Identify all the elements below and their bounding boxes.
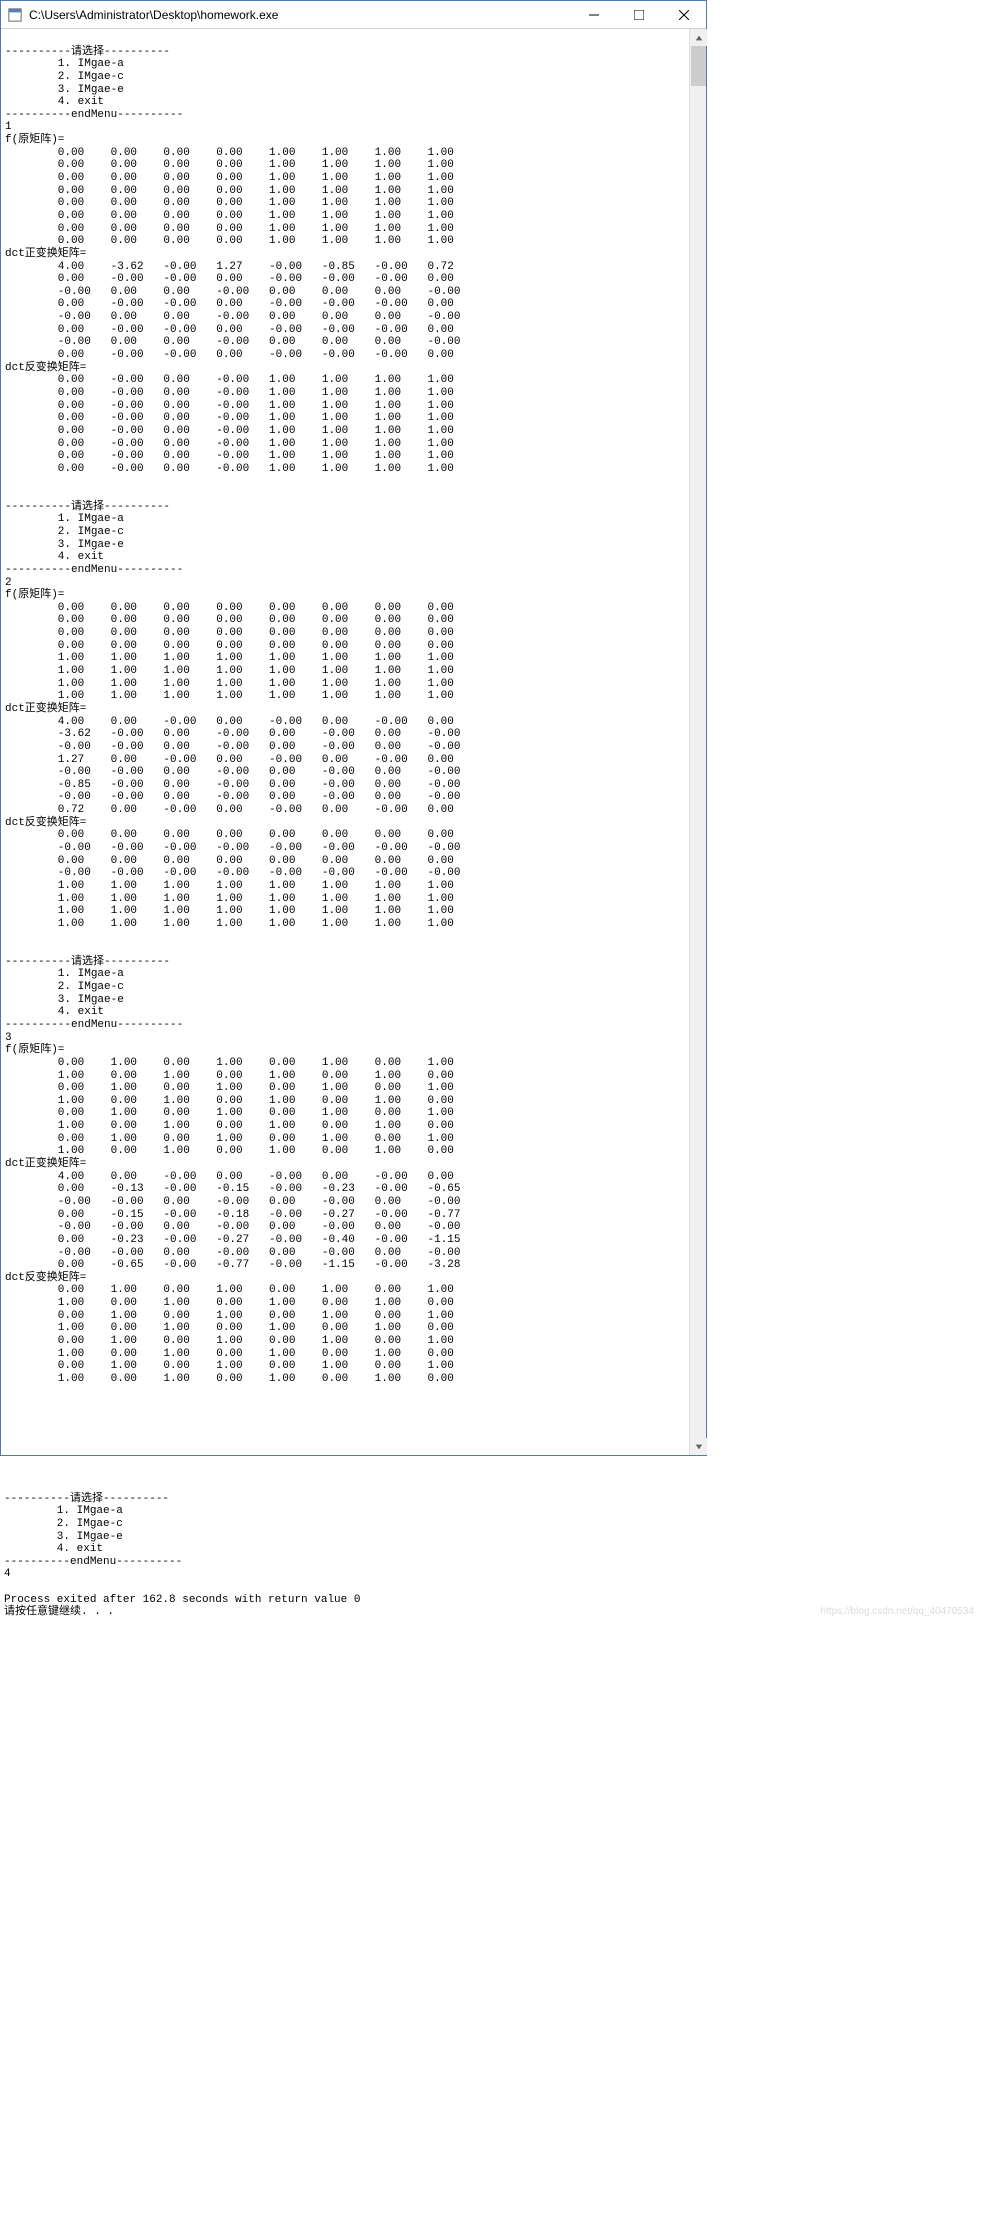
scroll-up-arrow[interactable] bbox=[690, 29, 707, 46]
vertical-scrollbar[interactable] bbox=[689, 29, 706, 1455]
app-icon bbox=[7, 7, 23, 23]
close-button[interactable] bbox=[661, 1, 706, 28]
minimize-button[interactable] bbox=[571, 1, 616, 28]
maximize-button[interactable] bbox=[616, 1, 661, 28]
scroll-thumb[interactable] bbox=[691, 46, 706, 86]
titlebar: C:\Users\Administrator\Desktop\homework.… bbox=[1, 1, 706, 29]
console-output: ----------请选择---------- 1. IMgae-a 2. IM… bbox=[1, 29, 689, 1455]
window-title: C:\Users\Administrator\Desktop\homework.… bbox=[29, 8, 571, 22]
watermark: https://blog.csdn.net/qq_40470534 bbox=[821, 1606, 974, 1617]
window-controls bbox=[571, 1, 706, 28]
console-output-continued: ----------请选择---------- 1. IMgae-a 2. IM… bbox=[0, 1476, 707, 1623]
console-window: C:\Users\Administrator\Desktop\homework.… bbox=[0, 0, 707, 1456]
scroll-down-arrow[interactable] bbox=[690, 1438, 707, 1455]
